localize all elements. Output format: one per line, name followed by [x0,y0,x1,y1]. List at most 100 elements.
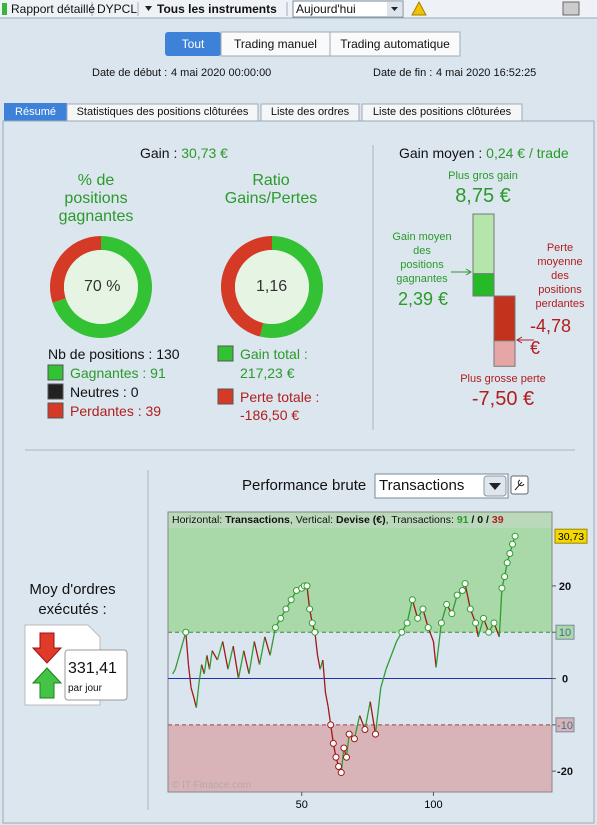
donut-slice [259,236,323,338]
point [182,628,190,636]
chart-header: Horizontal: Transactions, Vertical: Devi… [172,514,504,526]
point [448,610,456,618]
legend-swatch [217,345,234,362]
line-segment [498,588,503,637]
avg-bar [493,295,516,342]
gain-total-label: Gain total : [240,346,308,362]
tab-label[interactable]: Liste des positions clôturées [372,106,512,118]
pointer-arrow [516,336,534,344]
point [337,769,345,777]
tab-active[interactable] [4,103,67,121]
tab-label[interactable]: Résumé [15,106,56,118]
ratio-title: Ratio Gains/Pertes [224,172,318,207]
wrench-icon [514,479,525,491]
mode-tab-label[interactable]: Trading automatique [340,37,450,51]
print-icon[interactable] [562,1,580,16]
line-segment [208,650,213,670]
point [501,573,509,581]
wins-value: 91 [150,365,166,381]
lower-zone [168,724,552,792]
point [511,532,519,540]
donut-slice [220,236,272,337]
line-segment [464,583,471,610]
point [311,628,319,636]
period-select[interactable] [292,0,404,18]
line-segment [306,585,311,610]
point [424,624,432,632]
line-segment [406,599,414,624]
line-segment [185,632,190,665]
legend-swatch [47,383,64,400]
period[interactable]: Aujourd'hui [296,2,356,16]
point [443,600,451,608]
mode-tab[interactable] [329,31,461,57]
line-segment [340,747,345,773]
point [329,739,337,747]
up-arrow-icon [31,667,63,699]
legend-swatch [47,364,64,381]
neutral-value: 0 [130,384,139,400]
point [327,721,335,729]
line-segment [345,734,350,758]
point [277,614,285,622]
point [414,614,422,622]
line-segment [206,655,211,670]
line-segment [203,655,208,674]
start-label: Date de début : [92,67,168,79]
point [343,753,351,761]
ratio-value: 1,16 [256,278,288,295]
avg-gain-label: Gain moyen : [399,145,483,161]
max-gain-value: 8,75 € [455,185,511,207]
end-date: 4 mai 2020 16:52:25 [436,67,537,79]
end-label: 30,73 [558,531,584,543]
tab-label[interactable]: Liste des ordres [270,106,350,118]
max-loss-value: -7,50 € [471,388,535,410]
line-segment [380,669,387,688]
line-segment [172,668,176,675]
h-value: Transactions [225,514,290,526]
gain-value: 30,73 € [181,145,228,161]
instruments[interactable]: Tous les instruments [157,2,277,16]
wins-label: Gagnantes : [70,365,147,381]
watermark: © IT-Finance.com [172,780,252,791]
t-sep: / [483,514,492,526]
upper-zone [168,512,552,633]
tick-box [555,717,575,733]
dropdown-arrow [391,7,398,11]
mode-tab-active[interactable] [165,32,221,56]
chart-selector[interactable]: Transactions [379,477,465,494]
loss-total-label: Perte totale : [240,389,320,405]
point [419,605,427,613]
mode-tab-label[interactable]: Trading manuel [234,37,317,51]
tab-label[interactable]: Statistiques des positions clôturées [76,106,249,118]
v-value: Devise (€) [336,514,386,526]
y-tick-label: -20 [557,766,573,778]
max-loss-label: Plus grosse perte [460,373,546,385]
line-segment [324,692,329,707]
point [498,584,506,592]
positions-value: 130 [156,346,180,362]
avg-loss-value: -4,78 € [530,316,572,358]
point [466,605,474,613]
point [361,725,369,733]
point [335,763,343,771]
h-label: Horizontal: [172,514,226,526]
point [508,540,516,548]
line-segment [258,636,266,665]
donut-hole [64,250,138,324]
losses-value: 39 [145,403,162,419]
dropdown-arrow [489,483,501,490]
losses-label: Perdantes : [70,403,142,419]
avg-loss-label: Perte moyenne des positions perdantes [535,242,585,310]
point [332,753,340,761]
x-tick-label: 100 [424,799,442,811]
line-segment [432,641,437,668]
losses: Perdantes : 39 [70,403,161,419]
point [485,628,493,636]
t-neutral: 0 [477,514,484,526]
pointer-arrow [451,268,472,276]
line-segment [374,687,382,735]
line-segment [174,659,179,670]
avg-gain: Gain moyen : 0,24 € / trade [399,145,569,161]
mode-tab-label[interactable]: Tout [181,37,205,51]
